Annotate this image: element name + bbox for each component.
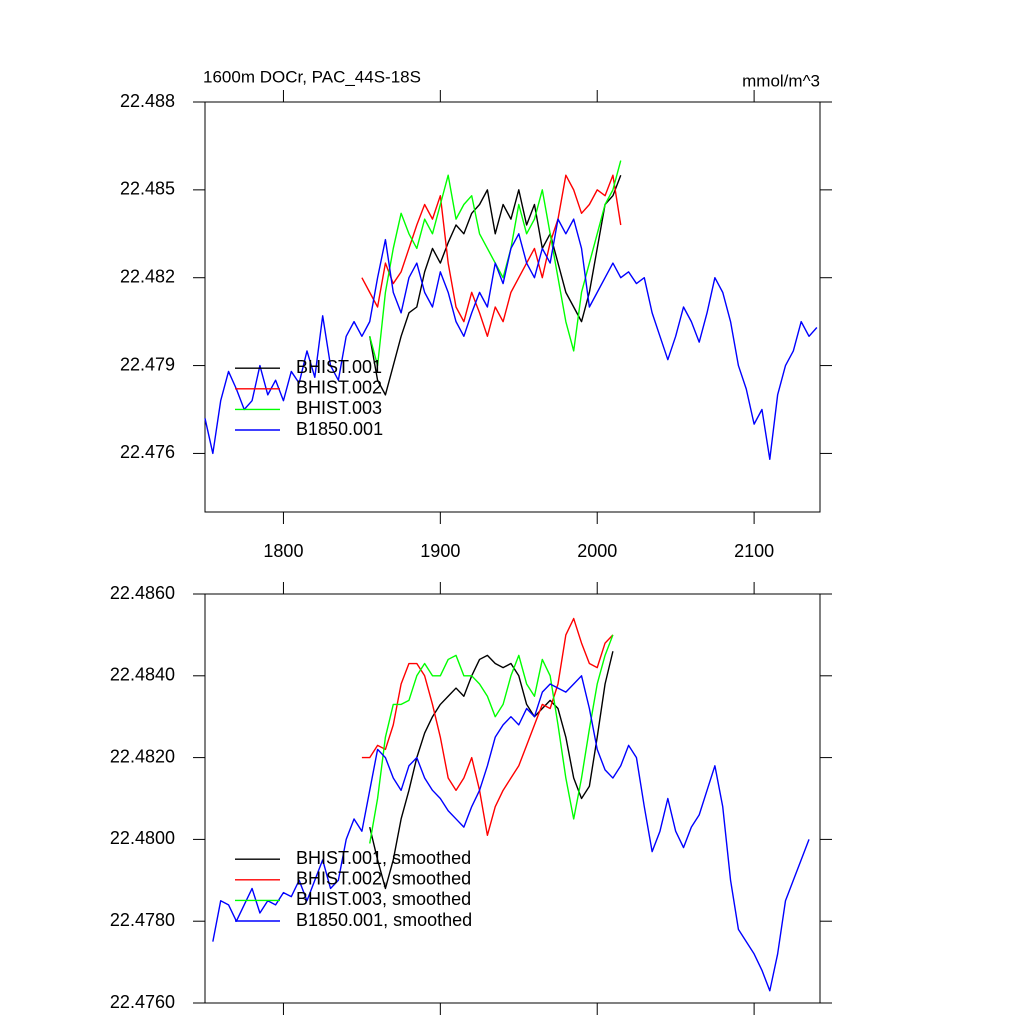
- series-line: [212, 675, 810, 992]
- y-tick-label: 22.4780: [110, 910, 175, 930]
- x-tick-label: 1900: [420, 541, 460, 561]
- y-tick-label: 22.482: [120, 266, 175, 286]
- legend-label: BHIST.002, smoothed: [296, 869, 471, 889]
- plot-frame: [204, 101, 821, 513]
- y-tick-label: 22.476: [120, 442, 175, 462]
- y-tick-label: 22.4840: [110, 665, 175, 685]
- legend-label: B1850.001: [296, 419, 383, 439]
- legend-label: BHIST.003: [296, 398, 382, 418]
- series-line: [204, 218, 818, 460]
- y-tick-label: 22.4800: [110, 828, 175, 848]
- x-tick-label: 2000: [577, 541, 617, 561]
- y-tick-label: 22.4860: [110, 583, 175, 603]
- y-tick-label: 22.4820: [110, 746, 175, 766]
- y-tick-label: 22.488: [120, 91, 175, 111]
- series-line: [369, 651, 614, 890]
- legend-label: BHIST.003, smoothed: [296, 889, 471, 909]
- units-label: mmol/m^3: [742, 71, 820, 90]
- series-line: [361, 174, 622, 337]
- legend-label: B1850.001, smoothed: [296, 910, 472, 930]
- legend-label: BHIST.001, smoothed: [296, 848, 471, 868]
- y-tick-label: 22.485: [120, 179, 175, 199]
- plot-frame: [204, 593, 821, 1004]
- y-tick-label: 22.4760: [110, 992, 175, 1012]
- y-tick-label: 22.479: [120, 354, 175, 374]
- legend-label: BHIST.001: [296, 357, 382, 377]
- x-tick-label: 1800: [263, 541, 303, 561]
- chart-title: 1600m DOCr, PAC_44S-18S: [203, 67, 421, 86]
- series-line: [361, 617, 614, 837]
- legend-label: BHIST.002: [296, 378, 382, 398]
- series-line: [369, 634, 614, 844]
- x-tick-label: 2100: [734, 541, 774, 561]
